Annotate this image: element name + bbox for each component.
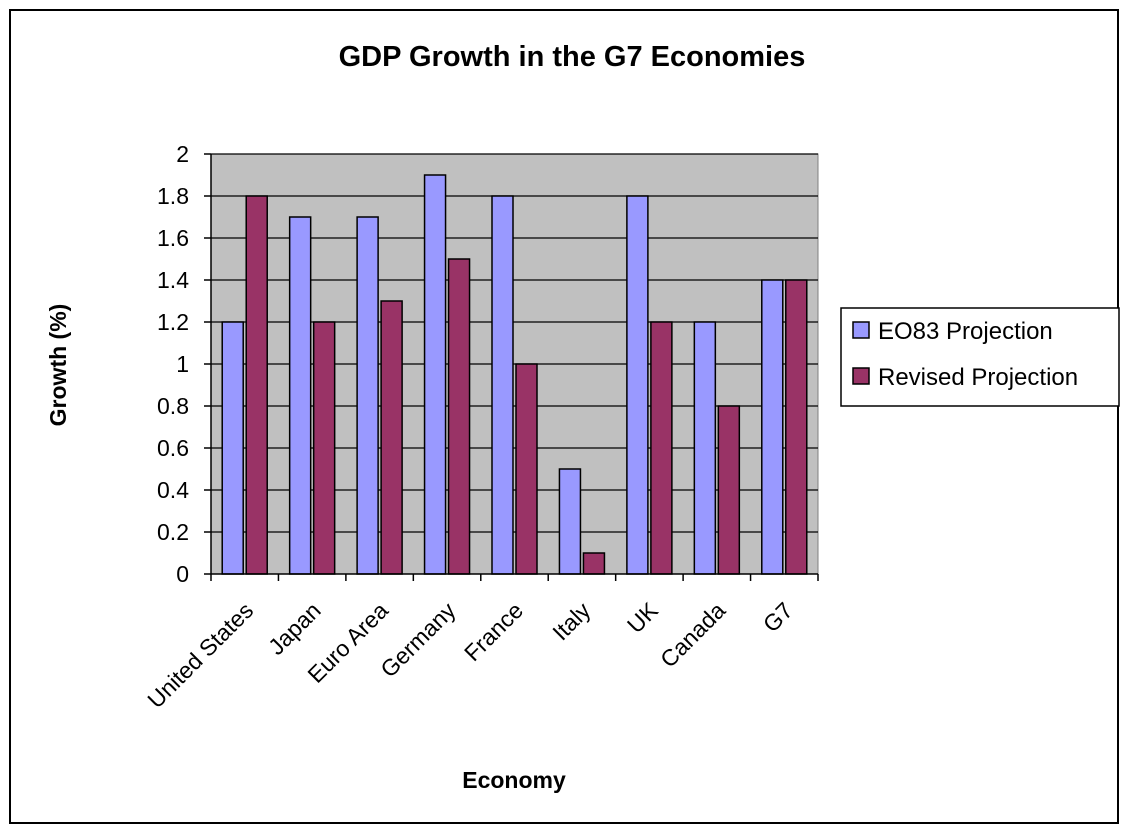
y-tick-label: 0 xyxy=(176,561,189,587)
y-tick-label: 1.8 xyxy=(157,183,189,209)
y-tick-label: 0.8 xyxy=(157,393,189,419)
y-tick-label: 1 xyxy=(176,351,189,377)
bar xyxy=(626,195,649,575)
bar xyxy=(245,195,268,575)
legend-label: Revised Projection xyxy=(878,364,1078,391)
x-tick-label: France xyxy=(459,597,528,666)
bar xyxy=(423,174,447,575)
bar xyxy=(717,405,741,575)
y-tick-label: 0.4 xyxy=(157,477,189,503)
y-tick-label: 2 xyxy=(176,141,189,167)
legend-swatch xyxy=(852,367,870,385)
bar xyxy=(288,216,312,575)
x-tick-label: UK xyxy=(622,597,663,638)
bar xyxy=(558,468,582,575)
bar xyxy=(380,300,403,575)
bar xyxy=(650,321,673,575)
y-tick-label: 1.6 xyxy=(157,225,189,251)
y-tick-label: 1.4 xyxy=(157,267,189,293)
bar xyxy=(761,279,784,575)
x-tick-label: Canada xyxy=(655,597,731,673)
x-tick-label: G7 xyxy=(758,597,798,637)
y-tick-label: 0.6 xyxy=(157,435,189,461)
bar xyxy=(515,363,538,575)
y-tick-label: 1.2 xyxy=(157,309,189,335)
x-tick-label: Japan xyxy=(263,597,326,660)
legend-box xyxy=(840,307,1120,407)
legend: EO83 Projection Revised Projection xyxy=(840,307,1120,407)
x-axis-title: Economy xyxy=(462,767,566,793)
legend-label: EO83 Projection xyxy=(878,318,1053,345)
x-tick-label: Italy xyxy=(547,597,596,646)
x-tick-label: Germany xyxy=(375,597,461,683)
bar xyxy=(693,321,717,575)
bar xyxy=(582,552,606,575)
bar xyxy=(221,321,244,575)
bar xyxy=(447,258,471,575)
x-tick-label: United States xyxy=(142,597,258,713)
chart-title: GDP Growth in the G7 Economies xyxy=(339,41,806,73)
bar xyxy=(356,216,379,575)
legend-swatch xyxy=(852,321,870,339)
bar xyxy=(312,321,336,575)
y-axis-title: Growth (%) xyxy=(45,304,71,427)
plot-area: 0 0.2 0.4 0.6 0.8 1 1.2 1.4 1.6 1.8 2 United States… xyxy=(142,141,819,713)
y-tick-label: 0.2 xyxy=(157,519,189,545)
bar xyxy=(785,279,808,575)
bar xyxy=(491,195,514,575)
